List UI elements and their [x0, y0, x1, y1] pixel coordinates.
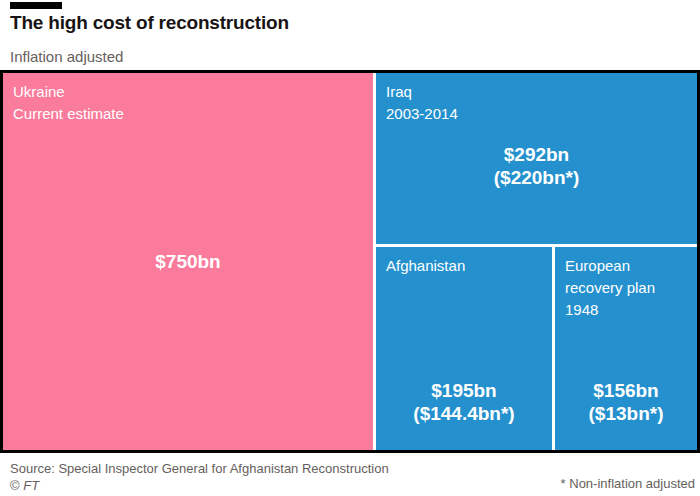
cell-label-line: Iraq [386, 81, 458, 103]
cell-value-line: $750bn [3, 250, 373, 274]
treemap-cell-afghanistan: Afghanistan $195bn ($144.4bn*) [376, 247, 552, 450]
cell-value-line: ($220bn*) [376, 167, 697, 191]
cell-label-line: Ukraine [13, 81, 124, 103]
cell-label-line: 1948 [565, 299, 655, 321]
footnote: * Non-inflation adjusted [561, 476, 695, 491]
cell-label-line: European [565, 255, 655, 277]
cell-label-european-recovery-plan: European recovery plan 1948 [565, 255, 655, 320]
ft-copyright: © FT [10, 478, 39, 493]
cell-value-iraq: $292bn ($220bn*) [376, 143, 697, 191]
source-line: Source: Special Inspector General for Af… [10, 461, 389, 476]
treemap-right-column: Iraq 2003-2014 $292bn ($220bn*) Afghanis… [376, 73, 697, 450]
treemap-cell-ukraine: Ukraine Current estimate $750bn [3, 73, 373, 450]
cell-label-iraq: Iraq 2003-2014 [386, 81, 458, 125]
treemap-grid: Ukraine Current estimate $750bn Iraq 200… [3, 73, 697, 450]
cell-label-line: Afghanistan [386, 255, 465, 277]
chart-title: The high cost of reconstruction [10, 12, 289, 34]
cell-value-line: $156bn [555, 379, 697, 403]
cell-value-line: $292bn [376, 143, 697, 167]
treemap-cell-european-recovery-plan: European recovery plan 1948 $156bn ($13b… [555, 247, 697, 450]
copyright-symbol: © [10, 478, 20, 493]
treemap-cell-iraq: Iraq 2003-2014 $292bn ($220bn*) [376, 73, 697, 244]
top-black-bar [10, 2, 62, 9]
cell-value-line: ($144.4bn*) [376, 402, 552, 426]
cell-label-afghanistan: Afghanistan [386, 255, 465, 277]
cell-label-ukraine: Ukraine Current estimate [13, 81, 124, 125]
treemap-bottom-row: Afghanistan $195bn ($144.4bn*) European … [376, 247, 697, 450]
cell-value-line: ($13bn*) [555, 402, 697, 426]
cell-label-line: Current estimate [13, 103, 124, 125]
cell-value-european-recovery-plan: $156bn ($13bn*) [555, 379, 697, 427]
cell-value-ukraine: $750bn [3, 250, 373, 274]
cell-label-line: recovery plan [565, 277, 655, 299]
cell-label-line: 2003-2014 [386, 103, 458, 125]
ft-treemap-chart: The high cost of reconstruction Inflatio… [0, 0, 700, 496]
treemap-frame: Ukraine Current estimate $750bn Iraq 200… [0, 70, 700, 453]
cell-value-line: $195bn [376, 379, 552, 403]
chart-subtitle: Inflation adjusted [10, 48, 123, 65]
ft-brand: FT [23, 478, 39, 493]
cell-value-afghanistan: $195bn ($144.4bn*) [376, 379, 552, 427]
